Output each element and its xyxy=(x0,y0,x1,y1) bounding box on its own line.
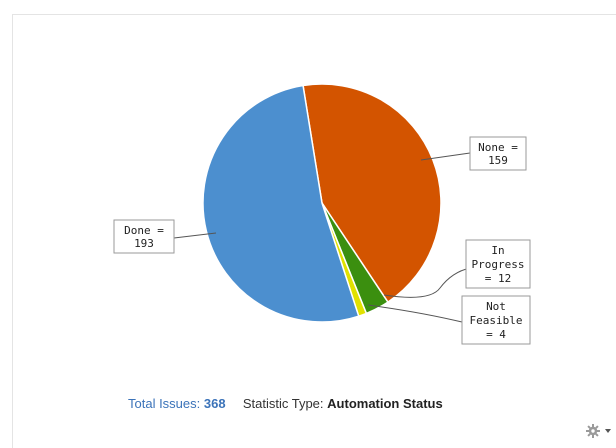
label-done: Done = 193 xyxy=(113,219,175,254)
chevron-down-icon[interactable] xyxy=(605,429,611,433)
label-not-feasible-line3: = 4 xyxy=(486,328,506,341)
label-not-feasible-line1: Not xyxy=(486,300,506,313)
label-not-feasible-line2: Feasible xyxy=(470,314,523,327)
total-issues-value: 368 xyxy=(203,396,226,411)
label-not-feasible: Not Feasible = 4 xyxy=(461,295,531,345)
statistic-type-value: Automation Status xyxy=(327,396,443,411)
gear-icon[interactable] xyxy=(586,424,600,438)
label-in-progress-line3: = 12 xyxy=(485,272,512,285)
chart-options-menu[interactable] xyxy=(584,422,614,440)
leader-in-progress xyxy=(383,267,471,298)
label-done-line1: Done = xyxy=(124,224,164,237)
leader-none xyxy=(420,152,471,161)
label-none-line2: 159 xyxy=(488,154,508,167)
label-leaders xyxy=(173,152,471,323)
pie-slice-none[interactable] xyxy=(302,83,442,303)
label-none: None = 159 xyxy=(469,136,527,171)
leader-done xyxy=(173,232,217,239)
label-in-progress-line1: In xyxy=(491,244,504,257)
label-in-progress-line2: Progress xyxy=(472,258,525,271)
label-none-line1: None = xyxy=(478,141,518,154)
leader-not-feasible xyxy=(367,304,463,323)
label-done-line2: 193 xyxy=(134,237,154,250)
total-issues-label: Total Issues: xyxy=(128,396,201,411)
chart-footer: Total Issues: 368 Statistic Type: Automa… xyxy=(128,396,443,411)
pie-slice-done[interactable] xyxy=(202,84,360,323)
pie-slices xyxy=(202,83,442,323)
label-in-progress: In Progress = 12 xyxy=(465,239,531,289)
statistic-type-label: Statistic Type: xyxy=(242,396,324,411)
